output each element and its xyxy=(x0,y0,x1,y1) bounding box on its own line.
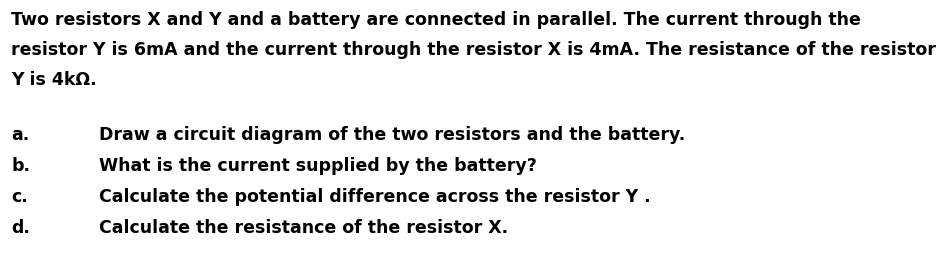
Text: resistor Y is 6mA and the current through the resistor X is 4mA. The resistance : resistor Y is 6mA and the current throug… xyxy=(11,41,936,59)
Text: Draw a circuit diagram of the two resistors and the battery.: Draw a circuit diagram of the two resist… xyxy=(99,126,685,144)
Text: a.: a. xyxy=(11,126,29,144)
Text: d.: d. xyxy=(11,219,30,237)
Text: Calculate the potential difference across the resistor Y .: Calculate the potential difference acros… xyxy=(99,188,651,206)
Text: What is the current supplied by the battery?: What is the current supplied by the batt… xyxy=(99,157,537,175)
Text: Y is 4kΩ.: Y is 4kΩ. xyxy=(11,71,97,89)
Text: Calculate the resistance of the resistor X.: Calculate the resistance of the resistor… xyxy=(99,219,508,237)
Text: c.: c. xyxy=(11,188,28,206)
Text: Two resistors X and Y and a battery are connected in parallel. The current throu: Two resistors X and Y and a battery are … xyxy=(11,11,861,28)
Text: b.: b. xyxy=(11,157,30,175)
